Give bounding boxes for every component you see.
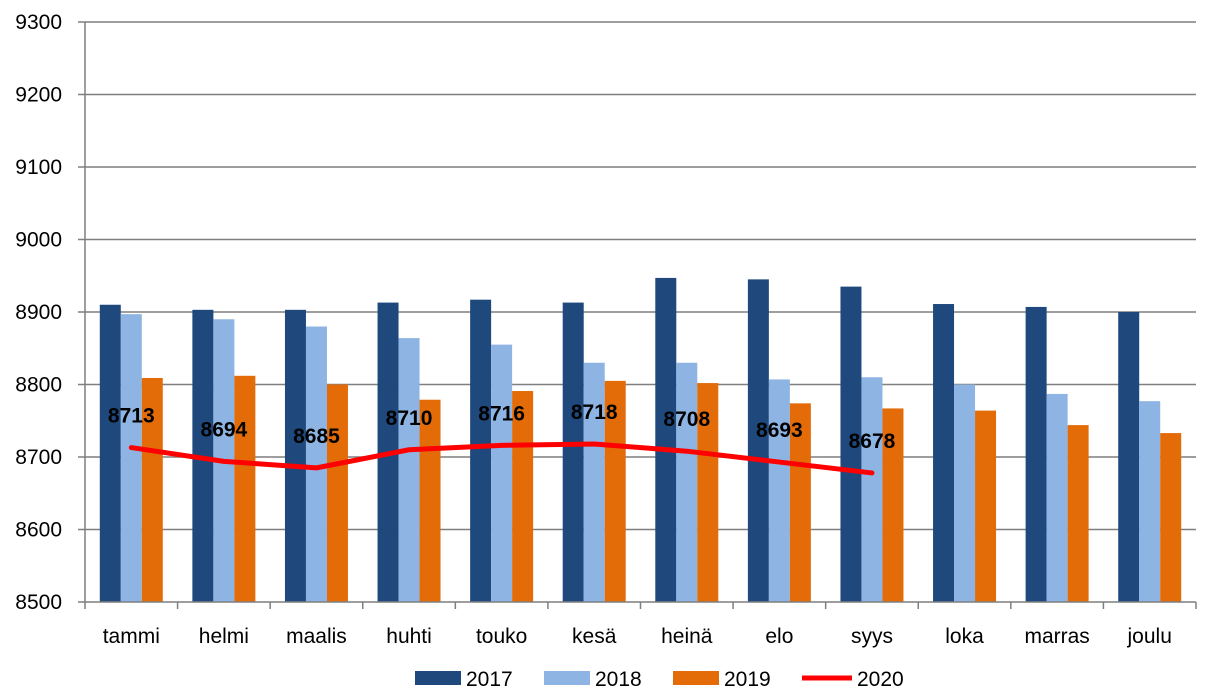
x-tick-label: loka <box>945 625 984 648</box>
legend-item-2019: 2019 <box>673 668 771 690</box>
bar-2018-marras <box>1046 393 1068 602</box>
y-tick-label: 8500 <box>15 591 62 614</box>
bar-2018-touko <box>491 344 513 602</box>
bar-2019-huhti <box>419 399 441 602</box>
legend-swatch-2019 <box>673 671 719 685</box>
bar-2019-joulu <box>1160 433 1182 602</box>
bar-2019-marras <box>1067 425 1089 602</box>
bar-2017-touko <box>470 299 492 602</box>
x-tick-label: kesä <box>572 625 617 648</box>
x-tick-label: tammi <box>103 625 160 648</box>
x-tick-label: heinä <box>661 625 713 648</box>
data-label-2020-touko: 8716 <box>478 402 525 425</box>
bar-2017-marras <box>1025 306 1047 602</box>
bars <box>99 277 1182 602</box>
legend-swatch-2018 <box>544 671 590 685</box>
data-label-2020-heinä: 8708 <box>663 408 710 431</box>
data-labels: 8713 8694 8685 8710 8716 8718 8708 8693 8678 <box>108 401 896 453</box>
bar-2017-kesä <box>562 302 584 602</box>
bar-2019-syys <box>882 408 904 602</box>
bar-2017-elo <box>747 279 769 602</box>
bar-2019-helmi <box>234 375 256 602</box>
legend-item-2020: 2020 <box>802 668 904 690</box>
legend: 2017 2018 2019 2020 <box>415 668 904 690</box>
data-label-2020-maalis: 8685 <box>293 425 340 448</box>
bar-2017-tammi <box>99 304 121 602</box>
y-tick-label: 8900 <box>15 301 62 324</box>
x-tick-label: huhti <box>386 625 432 648</box>
data-label-2020-kesä: 8718 <box>571 401 618 424</box>
data-label-2020-huhti: 8710 <box>386 407 433 430</box>
data-label-2020-elo: 8693 <box>756 419 803 442</box>
data-label-2020-helmi: 8694 <box>201 418 248 441</box>
legend-swatch-2017 <box>415 671 461 685</box>
data-label-2020-syys: 8678 <box>849 430 896 453</box>
bar-2018-maalis <box>305 326 327 602</box>
legend-label-2019: 2019 <box>724 668 771 690</box>
legend-label-2020: 2020 <box>857 668 904 690</box>
x-tick-label: marras <box>1024 625 1089 648</box>
bar-2019-heinä <box>697 383 719 602</box>
bar-2018-huhti <box>398 338 420 602</box>
y-tick-label: 9200 <box>15 84 62 107</box>
bar-2019-kesä <box>604 380 626 602</box>
legend-item-2017: 2017 <box>415 668 513 690</box>
bar-2017-joulu <box>1118 312 1140 602</box>
bar-2019-loka <box>975 410 997 602</box>
y-tick-label: 9300 <box>15 11 62 34</box>
axes: 8500 8600 8700 8800 8900 9000 9100 9200 9300 tamm… <box>15 11 1197 648</box>
data-label-2020-tammi: 8713 <box>108 405 155 428</box>
y-tick-label: 8700 <box>15 446 62 469</box>
bar-2018-joulu <box>1139 401 1161 602</box>
y-tick-label: 8600 <box>15 519 62 542</box>
bar-2019-maalis <box>326 384 348 602</box>
x-tick-label: helmi <box>199 625 249 648</box>
bar-2018-kesä <box>583 362 605 602</box>
gridlines <box>85 21 1196 531</box>
legend-item-2018: 2018 <box>544 668 642 690</box>
y-tick-label: 9000 <box>15 229 62 252</box>
bar-2017-syys <box>840 286 862 602</box>
x-tick-label: joulu <box>1127 625 1172 648</box>
x-tick-label: maalis <box>286 625 347 648</box>
bar-2018-heinä <box>676 362 698 602</box>
x-tick-label: syys <box>851 625 893 648</box>
x-tick-label: touko <box>476 625 527 648</box>
bar-2017-heinä <box>655 277 677 602</box>
y-tick-label: 8800 <box>15 374 62 397</box>
bar-2018-syys <box>861 377 883 602</box>
bar-2017-loka <box>933 304 955 602</box>
x-tick-label: elo <box>765 625 793 648</box>
bar-2019-elo <box>789 403 811 602</box>
bar-2017-maalis <box>284 309 306 602</box>
bar-2019-tammi <box>141 377 163 602</box>
legend-label-2018: 2018 <box>595 668 642 690</box>
line-series <box>128 441 875 476</box>
bar-2018-tammi <box>120 314 142 602</box>
bar-2018-elo <box>768 379 790 602</box>
y-tick-label: 9100 <box>15 156 62 179</box>
legend-label-2017: 2017 <box>466 668 513 690</box>
bar-2018-loka <box>954 384 976 602</box>
